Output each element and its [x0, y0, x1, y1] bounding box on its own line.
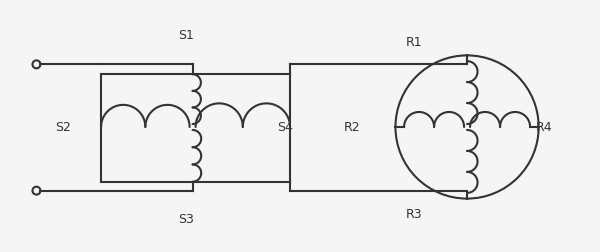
Text: S3: S3 [178, 212, 194, 225]
Text: S4: S4 [277, 121, 293, 134]
Text: R3: R3 [406, 207, 422, 220]
Text: S2: S2 [55, 121, 71, 134]
Text: R1: R1 [406, 36, 422, 49]
Text: S1: S1 [178, 29, 194, 42]
Text: R2: R2 [343, 121, 360, 134]
Text: R4: R4 [535, 121, 552, 134]
